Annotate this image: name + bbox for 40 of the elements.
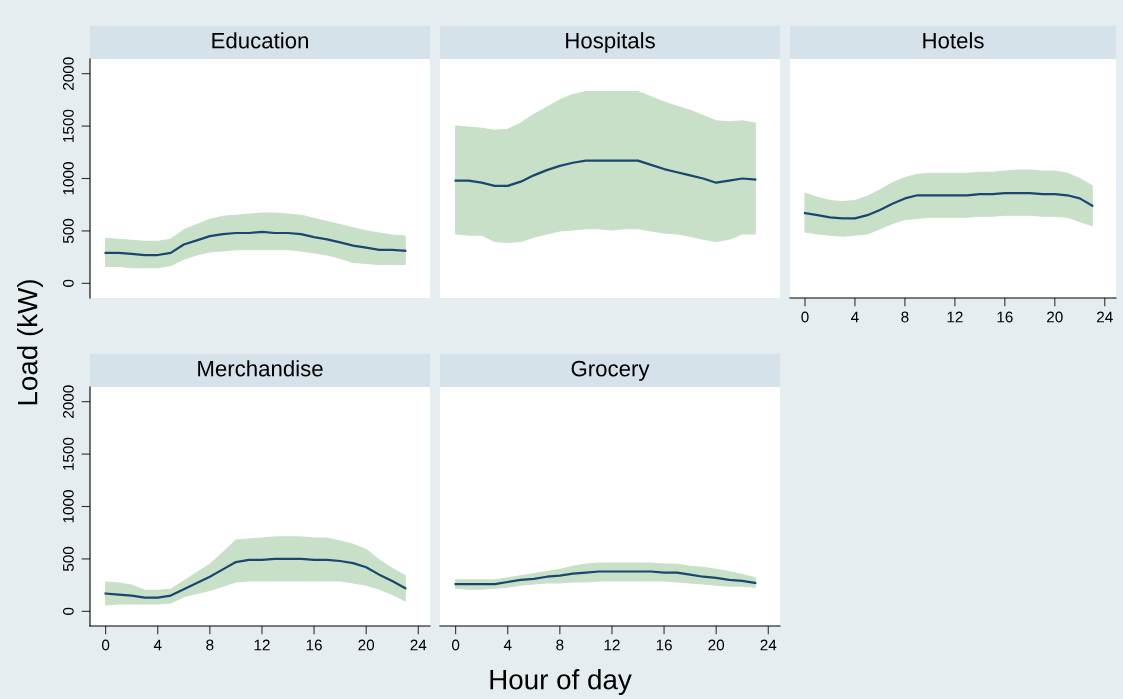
y-tick-label: 500: [62, 546, 74, 572]
line-series: [104, 557, 407, 599]
y-tick-label: 0: [62, 279, 74, 287]
x-tick-label: 16: [656, 639, 672, 651]
chart-title: Hotels: [923, 32, 984, 49]
y-tick-label: 1500: [62, 109, 74, 142]
y-axis-title: Load (kW): [17, 280, 43, 405]
chart-title: Education: [212, 32, 308, 49]
x-tick-label: 0: [451, 639, 460, 651]
x-tick-label: 4: [851, 311, 859, 323]
x-tick-label: 24: [410, 639, 427, 651]
y-tick-label: 1000: [62, 490, 74, 523]
chart-title: Merchandise: [198, 360, 323, 377]
x-tick-label: 20: [358, 639, 375, 651]
y-tick-label: 1500: [62, 437, 74, 470]
x-tick-label: 24: [760, 639, 777, 651]
x-tick-label: 0: [101, 639, 110, 651]
chart-title: Hospitals: [566, 32, 655, 53]
chart-title: Grocery: [571, 360, 650, 381]
x-tick-label: 20: [1047, 311, 1063, 323]
y-tick-label: 500: [62, 218, 74, 244]
x-tick-label: 24: [1097, 311, 1113, 323]
x-tick-label: 12: [947, 311, 963, 323]
x-tick-label: 12: [604, 639, 620, 651]
x-tick-label: 4: [153, 639, 162, 651]
x-tick-label: 8: [206, 639, 214, 651]
x-tick-label: 12: [254, 639, 270, 651]
x-tick-label: 0: [801, 311, 809, 323]
x-tick-label: 4: [503, 639, 512, 651]
line-series: [104, 230, 407, 257]
x-axis-title: Hour of day: [490, 669, 632, 695]
x-tick-label: 8: [901, 311, 909, 323]
x-tick-label: 20: [708, 639, 725, 651]
y-tick-label: 1000: [62, 162, 74, 195]
y-tick-label: 0: [62, 607, 74, 615]
y-tick-label: 2000: [62, 57, 74, 90]
x-tick-label: 16: [997, 311, 1013, 323]
x-tick-label: 8: [556, 639, 564, 651]
x-tick-label: 16: [306, 639, 322, 651]
y-tick-label: 2000: [62, 385, 74, 418]
